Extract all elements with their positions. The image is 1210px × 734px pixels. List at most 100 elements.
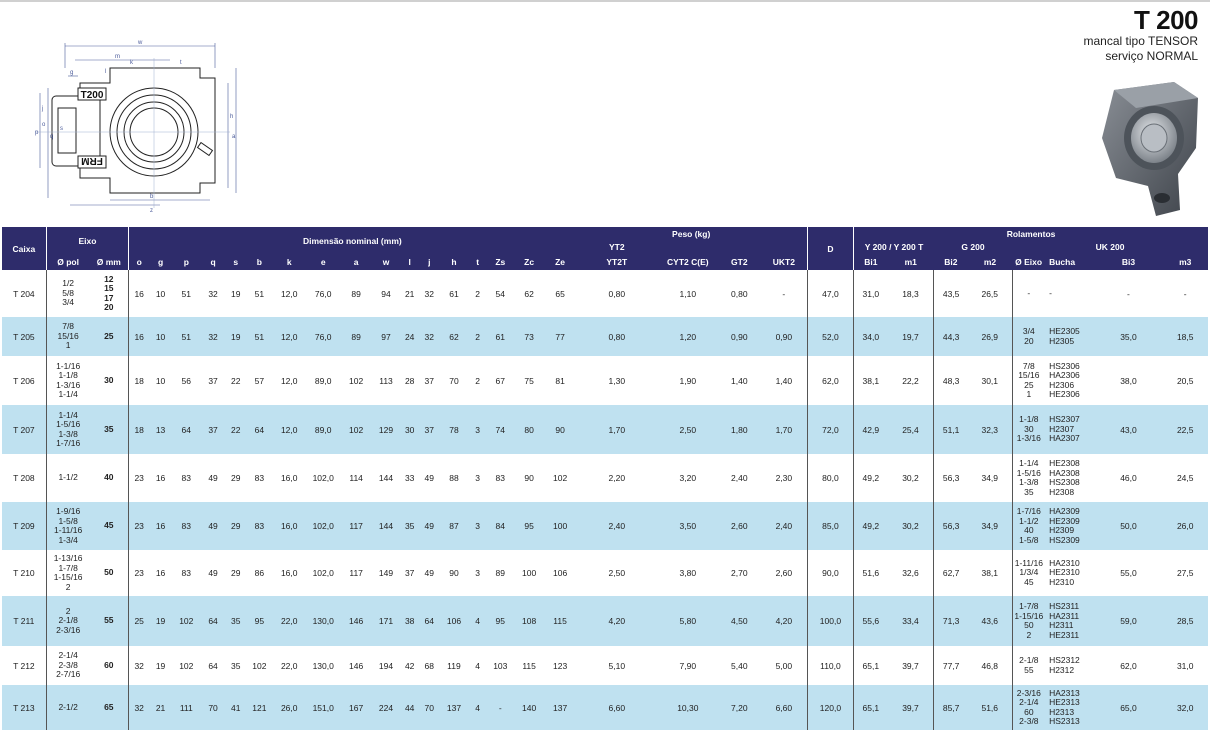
dimension-cell: 102 xyxy=(552,473,568,483)
uk-eixo-cell-line: 50 xyxy=(1024,620,1034,630)
dim-label-g: g xyxy=(70,70,73,76)
dimension-cell: 87 xyxy=(439,502,469,550)
dim-label-k: k xyxy=(130,60,134,66)
uk-eixo-cell-line: 1-7/8 xyxy=(1019,601,1039,611)
dimension-cell: 61 xyxy=(449,288,459,299)
d-cell: 85,0 xyxy=(806,502,854,550)
dimension-cell: 57 xyxy=(254,375,265,386)
col-header: w xyxy=(371,254,401,270)
bi2-cell: 62,7 xyxy=(933,550,968,596)
dimension-cell: 70 xyxy=(418,685,440,730)
bucha-cell: HA2313 HE2313 H2313 HS2313 xyxy=(1045,685,1095,730)
bucha-cell: HA2309 HE2309 H2309 HS2309 xyxy=(1045,502,1095,550)
eixo-mm-cell-line: 35 xyxy=(104,423,114,434)
dim-label-s: s xyxy=(60,126,63,132)
bucha-cell-line: H2308 xyxy=(1049,486,1075,497)
dimension-cell: 54 xyxy=(495,288,506,299)
bi1-cell: 49,2 xyxy=(853,502,888,550)
dimension-cell: 86 xyxy=(254,568,265,578)
dimension-cell: 49 xyxy=(208,568,218,578)
m1-cell: 30,2 xyxy=(902,473,919,483)
col-header: g xyxy=(149,254,172,270)
col-header: Ze xyxy=(544,254,576,270)
peso-cell: 10,30 xyxy=(657,685,718,730)
eixo-pol-cell-line: 1-11/16 xyxy=(54,525,83,535)
eixo-pol-cell-line: 1-7/16 xyxy=(56,438,81,448)
peso-cell: 2,40 xyxy=(575,502,658,550)
uk-eixo-cell-line: 15/16 xyxy=(1018,370,1040,380)
dimension-cell: 4 xyxy=(468,596,487,646)
dimension-cell: 89 xyxy=(351,288,361,299)
dimension-cell: 97 xyxy=(371,317,401,356)
bucha-cell-line: HA2309 xyxy=(1049,506,1080,516)
bucha-cell-line: HS2312 xyxy=(1049,655,1080,665)
bi2-cell: 56,3 xyxy=(933,454,968,502)
col-header: m1 xyxy=(887,254,934,270)
dimension-cell: 32 xyxy=(418,317,440,356)
m3-cell: - xyxy=(1183,288,1187,299)
header-y200: Y 200 / Y 200 T xyxy=(853,240,934,254)
bucha-cell: HS2307 H2307 HA2307 xyxy=(1045,405,1095,454)
eixo-pol-cell-line: 1-1/4 xyxy=(58,389,78,399)
dimension-cell: 64 xyxy=(171,405,201,454)
dimension-cell: 23 xyxy=(128,502,150,550)
peso-cell: 1,20 xyxy=(657,317,718,356)
eixo-mm-cell-line: 12 xyxy=(104,273,114,284)
eixo-pol-cell-line: 2-7/16 xyxy=(56,669,81,680)
uk-eixo-cell: 1-7/8 1-15/16 50 2 xyxy=(1011,596,1046,646)
peso-cell: 0,80 xyxy=(731,288,748,299)
uk-eixo-cell-line: 45 xyxy=(1024,576,1034,587)
table-body: T 204 1/2 5/8 3/4 12 15 17 20 16 10 51 32 19 51 12,0 76… xyxy=(2,270,1208,730)
dimension-cell: 130,0 xyxy=(305,596,341,646)
dimension-cell: 100 xyxy=(522,568,537,578)
dimension-cell: 3 xyxy=(475,568,480,578)
dimension-cell: - xyxy=(486,685,514,730)
uk-eixo-cell: 3/4 20 xyxy=(1011,317,1046,356)
dimension-cell: 2 xyxy=(475,288,480,299)
uk-eixo-cell: - xyxy=(1011,270,1046,317)
m1-cell: 39,7 xyxy=(887,685,934,730)
d-cell: 90,0 xyxy=(806,550,854,596)
eixo-pol-cell-line: 2 xyxy=(65,605,71,616)
bucha-cell-line: HE2310 xyxy=(1049,567,1080,578)
table-row: T 211 2 2-1/8 2-3/16 55 25 19 102 64 35 95 22,0 130,… xyxy=(2,596,1208,646)
eixo-pol-cell: 1-1/2 xyxy=(45,454,90,502)
dimension-cell: 3 xyxy=(468,502,487,550)
peso-cell: 2,50 xyxy=(657,405,718,454)
header-peso: Peso (kg) xyxy=(575,227,808,240)
peso-cell: 1,90 xyxy=(679,375,697,386)
peso-cell: 1,40 xyxy=(731,375,748,386)
eixo-pol-cell-line: 15/16 xyxy=(57,330,79,341)
col-header: o xyxy=(128,254,150,270)
dimension-cell: 76,0 xyxy=(305,317,341,356)
dimension-cell: 137 xyxy=(439,685,469,730)
header-yt2: YT2 xyxy=(575,240,658,254)
m3-cell: 27,5 xyxy=(1176,568,1194,578)
dim-label-h: h xyxy=(230,114,233,120)
uk-eixo-cell-line: 60 xyxy=(1024,706,1034,717)
uk-eixo-cell-line: 1-1/8 xyxy=(1019,414,1039,425)
table-row: T 206 1-1/16 1-1/8 1-3/16 1-1/4 30 18 10 56 37 22 5… xyxy=(2,356,1208,405)
col-header: q xyxy=(200,254,226,270)
table-row: T 210 1-13/16 1-7/8 1-15/16 2 50 23 16 83 49 29 86 1… xyxy=(2,550,1208,596)
dimension-cell: 21 xyxy=(149,685,172,730)
dimension-cell: 61 xyxy=(486,317,514,356)
table-header: Caixa Eixo Dimensão nominal (mm) Peso (k… xyxy=(2,227,1208,270)
m1-cell: 32,6 xyxy=(902,568,919,578)
bucha-cell-line: HS2313 xyxy=(1049,716,1080,726)
dimension-cell: 49 xyxy=(424,568,434,578)
bucha-cell-line: H2306 xyxy=(1049,379,1075,390)
bi3-cell: 55,0 xyxy=(1120,568,1137,578)
eixo-mm-cell: 40 xyxy=(90,454,129,502)
spec-table: Caixa Eixo Dimensão nominal (mm) Peso (k… xyxy=(2,227,1208,730)
dim-label-j: j xyxy=(41,106,43,112)
dimension-cell: 33 xyxy=(404,473,415,483)
bucha-cell-line: HS2309 xyxy=(1049,534,1080,545)
bucha-cell-line: - xyxy=(1049,287,1052,298)
d-cell: 72,0 xyxy=(806,405,854,454)
caixa-cell: T 210 xyxy=(13,568,35,578)
eixo-pol-cell-line: 1-1/4 xyxy=(58,409,78,420)
eixo-pol-cell-line: 1-1/8 xyxy=(58,370,78,380)
table-row: T 208 1-1/2 40 23 16 83 49 29 83 16,0 102,0 114 144 3… xyxy=(2,454,1208,502)
eixo-mm-cell-line: 17 xyxy=(104,292,114,303)
